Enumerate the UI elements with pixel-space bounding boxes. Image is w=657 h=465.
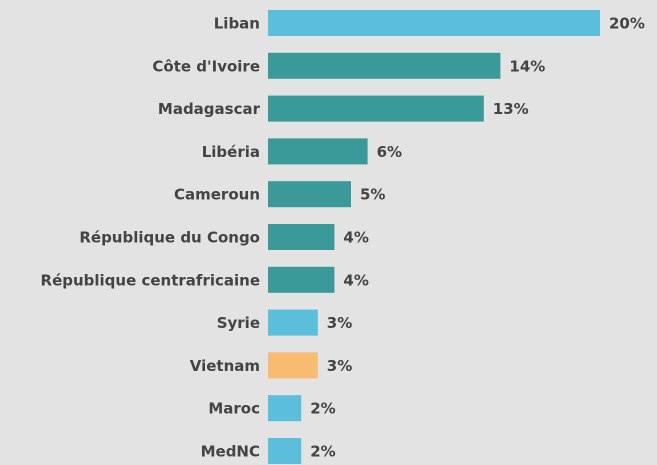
category-label: République centrafricaine (41, 271, 260, 289)
category-label: Madagascar (158, 100, 261, 118)
bar (268, 395, 302, 422)
bar (268, 138, 368, 165)
bar (268, 224, 335, 250)
value-label: 2% (310, 443, 335, 461)
category-label: Syrie (217, 314, 260, 332)
value-label: 20% (609, 15, 645, 33)
category-label: Cameroun (174, 186, 260, 204)
value-label: 6% (377, 143, 402, 161)
bar (268, 95, 484, 122)
value-label: 13% (493, 100, 529, 118)
value-label: 14% (509, 57, 545, 75)
category-label: Libéria (202, 143, 260, 161)
category-label: MedNC (201, 443, 260, 461)
bar (268, 438, 302, 464)
value-label: 4% (343, 229, 368, 247)
bar (268, 181, 351, 208)
bar (268, 10, 600, 36)
value-label: 5% (360, 186, 385, 204)
value-label: 2% (310, 400, 335, 418)
bar (268, 52, 501, 79)
category-label: Maroc (208, 400, 260, 418)
value-label: 3% (327, 357, 352, 375)
bar (268, 309, 318, 336)
category-label: République du Congo (79, 229, 260, 247)
bar (268, 352, 318, 379)
value-label: 4% (343, 271, 368, 289)
bar (268, 266, 335, 293)
category-label: Vietnam (190, 357, 260, 375)
category-label: Liban (214, 15, 260, 33)
category-label: Côte d'Ivoire (152, 57, 260, 75)
value-label: 3% (327, 314, 352, 332)
